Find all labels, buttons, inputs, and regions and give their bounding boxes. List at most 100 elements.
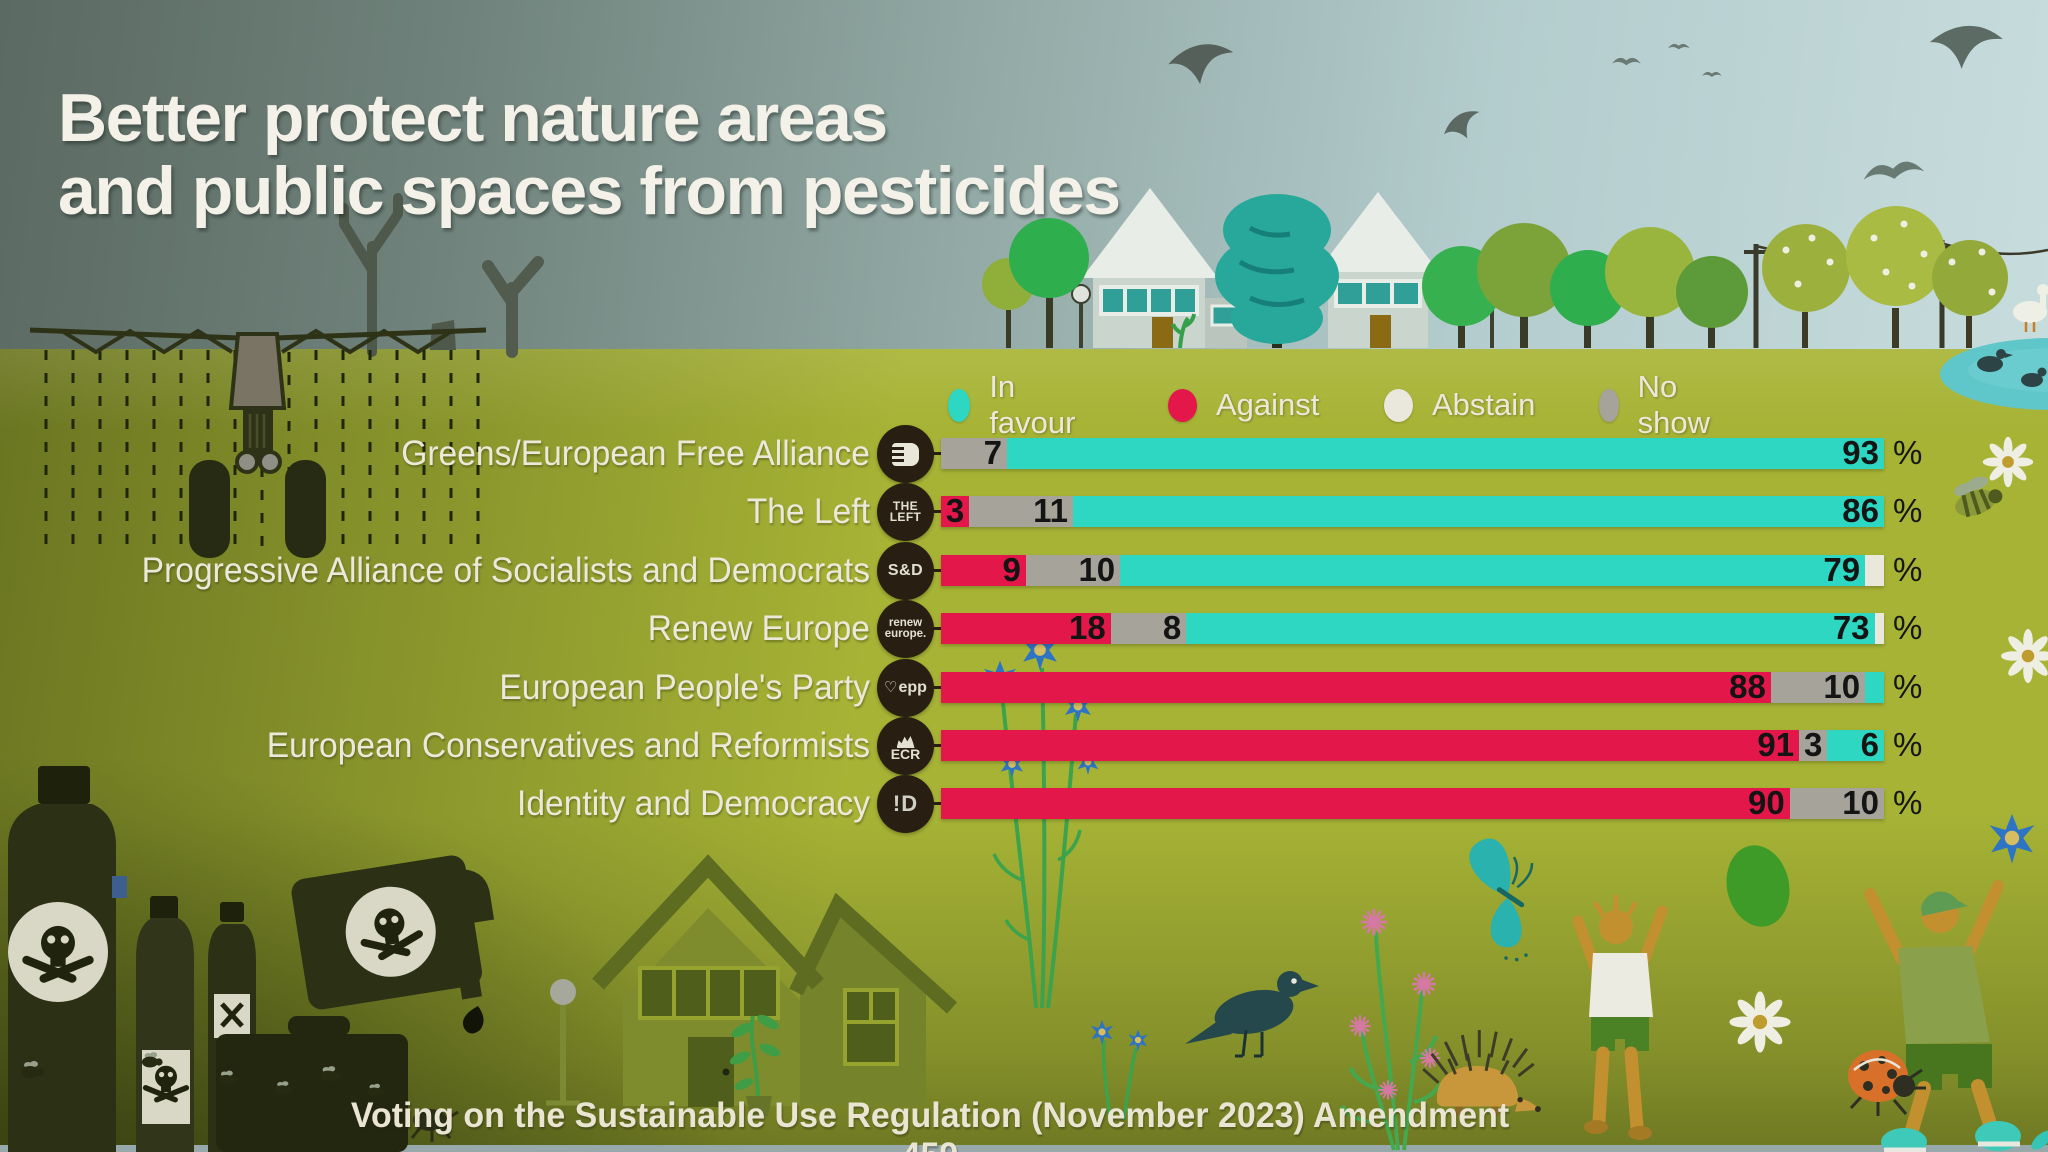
segment-value: 9 — [1002, 550, 1021, 588]
segment-in_favour — [1865, 671, 1884, 703]
segment-value: 93 — [1842, 434, 1879, 471]
percent-sign: % — [1893, 667, 1923, 705]
segment-value: 18 — [1069, 609, 1106, 647]
percent-sign: % — [1893, 726, 1923, 763]
title-line-2: and public spaces from pesticides — [58, 152, 1121, 229]
chart-row: The Left THE LEFT 3 11 86% — [0, 483, 2048, 542]
party-logo-text: renew europe. — [884, 617, 927, 641]
logo-connector — [930, 510, 944, 514]
party-logo-text: THE LEFT — [889, 499, 922, 525]
legend-label: No show — [1637, 369, 1711, 440]
legend-dot-in_favour — [948, 388, 971, 422]
party-logo-epp-icon: epp — [877, 658, 934, 717]
segment-against: 3 — [941, 492, 970, 529]
logo-connector — [930, 744, 944, 747]
legend-dot-no_show — [1599, 388, 1619, 422]
vote-bar: 9 10 79 — [941, 551, 1884, 588]
segment-value: 86 — [1842, 492, 1879, 530]
percent-sign: % — [1893, 784, 1923, 822]
segment-value: 8 — [1162, 609, 1182, 647]
percent-sign: % — [1893, 609, 1923, 647]
legend-item-against: Against — [1168, 387, 1319, 423]
vote-bar: 88 10 — [941, 668, 1884, 705]
segment-value: 91 — [1757, 726, 1795, 763]
segment-value: 10 — [1842, 784, 1879, 822]
segment-value: 7 — [983, 434, 1002, 471]
legend-item-no_show: No show — [1599, 369, 1719, 440]
logo-connector — [930, 685, 944, 689]
legend-label: Abstain — [1432, 387, 1536, 422]
segment-no_show: 10 — [1025, 551, 1121, 588]
segment-no_show: 7 — [941, 434, 1007, 471]
chart-row: Progressive Alliance of Socialists and D… — [0, 541, 2048, 600]
party-logo-renew-icon: renew europe. — [877, 600, 934, 659]
segment-value: 90 — [1747, 784, 1785, 822]
party-logo-text: ECR — [890, 746, 921, 762]
party-label: Greens/European Free Alliance — [401, 434, 870, 473]
party-logo-the-left-icon: THE LEFT — [877, 483, 934, 542]
chart-row: European Conservatives and Reformists ECR… — [0, 717, 2048, 775]
segment-abstain — [1865, 554, 1884, 586]
party-logo-ecr-icon: ECR — [877, 717, 934, 775]
segment-no_show: 3 — [1799, 726, 1828, 763]
segment-in_favour: 6 — [1827, 726, 1884, 763]
legend-item-in_favour: In favour — [948, 369, 1082, 440]
title-line-1: Better protect nature areas — [58, 79, 888, 156]
percent-sign: % — [1893, 492, 1923, 530]
party-label: European Conservatives and Reformists — [266, 726, 870, 765]
segment-no_show: 10 — [1770, 668, 1866, 705]
party-logo-text: epp — [884, 678, 927, 697]
segment-value: 88 — [1729, 667, 1766, 705]
segment-against: 9 — [941, 551, 1026, 588]
segment-against: 88 — [941, 668, 1771, 705]
party-logo-greens-efa-icon — [877, 425, 934, 483]
segment-no_show: 8 — [1110, 609, 1187, 646]
page-title: Better protect nature areas and public s… — [58, 79, 1121, 229]
party-logo-id-icon: !D — [877, 775, 934, 834]
chart-caption: Voting on the Sustainable Use Regulation… — [350, 1096, 1510, 1152]
segment-value: 10 — [1823, 667, 1861, 705]
legend-dot-against — [1168, 388, 1197, 422]
segment-in_favour: 86 — [1073, 492, 1884, 529]
segment-in_favour: 79 — [1120, 551, 1866, 588]
segment-value: 3 — [945, 492, 965, 530]
segment-abstain — [1874, 613, 1884, 645]
segment-against: 18 — [941, 609, 1111, 646]
legend-dot-abstain — [1384, 388, 1413, 422]
chart-row: Greens/European Free Alliance 7 93% — [0, 425, 2048, 483]
bottom-border — [0, 1145, 2048, 1152]
vote-bar: 90 10 — [941, 784, 1884, 821]
segment-against: 90 — [941, 784, 1790, 821]
segment-in_favour: 93 — [1007, 434, 1884, 471]
percent-sign: % — [1893, 434, 1923, 471]
logo-connector — [930, 452, 944, 455]
party-logo-text: S&D — [887, 561, 924, 579]
segment-value: 3 — [1804, 726, 1823, 763]
segment-against: 91 — [941, 726, 1800, 763]
vote-bar: 91 3 6 — [941, 726, 1884, 763]
party-label: The Left — [746, 492, 870, 532]
party-label: European People's Party — [499, 667, 870, 707]
segment-in_favour: 73 — [1186, 609, 1875, 646]
vote-bar: 18 8 73 — [941, 609, 1884, 646]
segment-value: 10 — [1078, 550, 1116, 588]
party-label: Progressive Alliance of Socialists and D… — [141, 550, 870, 590]
vote-bar: 7 93 — [941, 434, 1884, 471]
party-logo-text: !D — [892, 791, 919, 817]
segment-no_show: 10 — [1789, 784, 1884, 821]
legend-item-abstain: Abstain — [1384, 387, 1535, 423]
segment-value: 11 — [1033, 492, 1068, 530]
segment-value: 6 — [1860, 726, 1879, 763]
segment-no_show: 11 — [969, 492, 1073, 529]
party-label: Identity and Democracy — [517, 784, 870, 824]
logo-connector — [930, 802, 944, 806]
chart-row: Renew Europe renew europe. 18 8 73% — [0, 600, 2048, 659]
segment-value: 73 — [1832, 609, 1870, 647]
legend-label: In favour — [989, 369, 1076, 440]
logo-connector — [930, 568, 944, 572]
greens-efa-flag-icon — [892, 442, 919, 466]
legend-label: Against — [1216, 387, 1320, 422]
party-label: Renew Europe — [647, 609, 870, 649]
